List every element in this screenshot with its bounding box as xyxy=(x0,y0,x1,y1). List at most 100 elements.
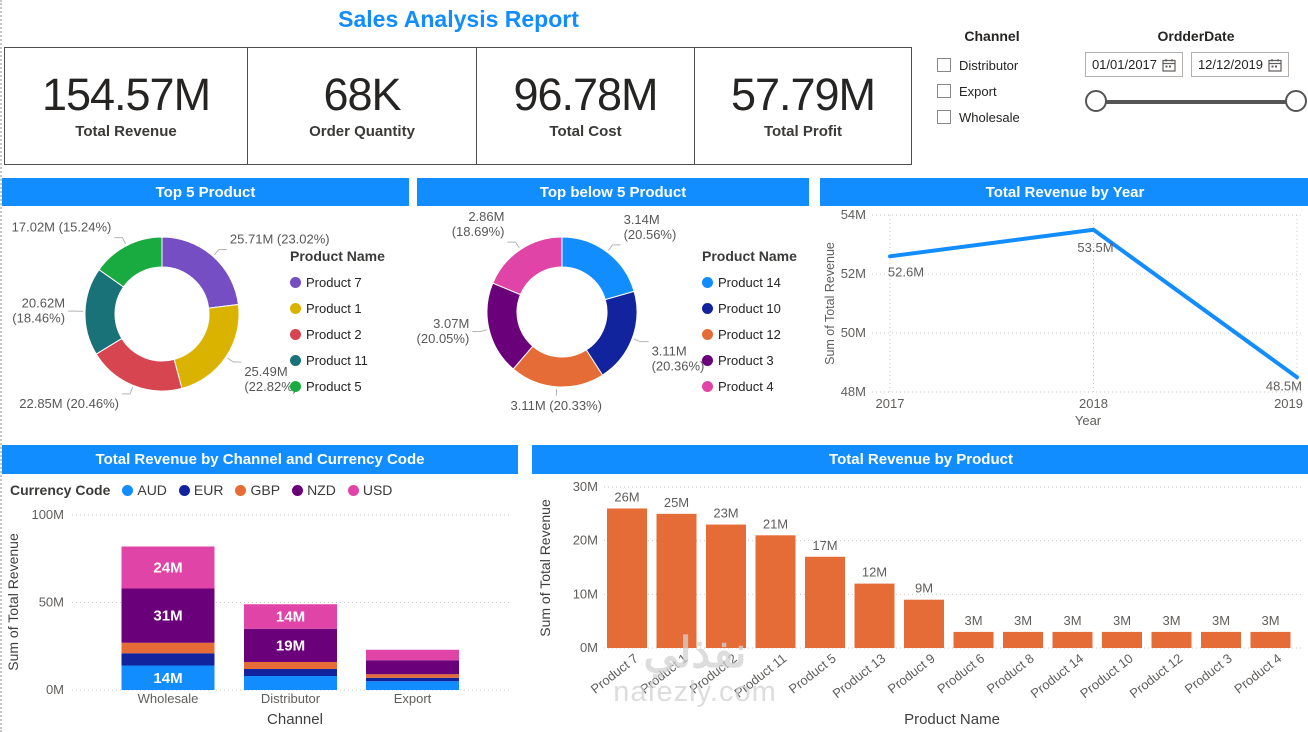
kpi-label: Total Profit xyxy=(763,123,843,140)
kpi-total-revenue[interactable]: 154.57M Total Revenue xyxy=(4,47,248,165)
legend-item-product-14[interactable]: Product 14 xyxy=(702,275,797,290)
legend-item-product-3[interactable]: Product 3 xyxy=(702,353,797,368)
stacked-segment-nzd-wholesale[interactable] xyxy=(121,588,215,643)
bar-product-9[interactable] xyxy=(904,599,944,648)
bar-data-label: 25M xyxy=(664,495,689,510)
date-range-slider[interactable] xyxy=(1085,89,1307,115)
legend-item-product-5[interactable]: Product 5 xyxy=(290,379,385,394)
bar-product-13[interactable] xyxy=(854,583,895,648)
legend-item-nzd[interactable]: NZD xyxy=(292,482,336,498)
segment-data-label: 24M xyxy=(153,560,182,577)
end-date-value: 12/12/2019 xyxy=(1197,57,1264,72)
bar-data-label: 9M xyxy=(915,581,933,596)
donut-slice-product-1[interactable] xyxy=(173,303,240,389)
y-axis-title: Sum of Total Revenue xyxy=(5,533,21,671)
legend-item-product-10[interactable]: Product 10 xyxy=(702,301,797,316)
y-tick-label: 20M xyxy=(573,533,598,548)
bar-data-label: 23M xyxy=(713,506,738,521)
legend-color-dot xyxy=(702,277,713,288)
bar-product-5[interactable] xyxy=(805,556,845,648)
checkbox-export[interactable] xyxy=(937,84,951,98)
stacked-segment-usd-distributor[interactable] xyxy=(244,604,337,629)
stacked-segment-gbp-distributor[interactable] xyxy=(244,662,337,669)
bar-product-6[interactable] xyxy=(953,631,994,648)
stacked-segment-aud-wholesale[interactable] xyxy=(121,665,215,691)
legend-item-product-2[interactable]: Product 2 xyxy=(290,327,385,342)
stacked-segment-eur-distributor[interactable] xyxy=(244,669,337,676)
stacked-segment-eur-export[interactable] xyxy=(366,677,459,682)
panel-title: Top below 5 Product xyxy=(417,178,809,206)
legend-title: Currency Code xyxy=(10,482,111,498)
kpi-total-profit[interactable]: 57.79M Total Profit xyxy=(694,47,912,165)
channel-slicer: Channel Distributor Export Wholesale xyxy=(917,28,1067,130)
stacked-segment-nzd-export[interactable] xyxy=(366,660,459,675)
channel-option-wholesale[interactable]: Wholesale xyxy=(917,104,1067,130)
calendar-icon xyxy=(1162,58,1176,72)
slider-handle-start[interactable] xyxy=(1085,90,1107,112)
legend-item-gbp[interactable]: GBP xyxy=(235,482,280,498)
slider-handle-end[interactable] xyxy=(1285,90,1307,112)
stacked-segment-gbp-export[interactable] xyxy=(366,674,459,678)
kpi-label: Total Revenue xyxy=(75,123,177,140)
x-axis-title: Channel xyxy=(267,711,323,728)
donut-slice-product-14[interactable] xyxy=(561,236,635,301)
bar-product-3[interactable] xyxy=(1201,631,1241,648)
calendar-icon xyxy=(1268,58,1282,72)
y-axis-title: Sum of Total Revenue xyxy=(537,499,553,637)
legend-item-label: Product 10 xyxy=(718,301,781,316)
bar-product-7[interactable] xyxy=(607,508,647,648)
checkbox-distributor[interactable] xyxy=(937,58,951,72)
legend-item-product-4[interactable]: Product 4 xyxy=(702,379,797,394)
bar-data-label: 26M xyxy=(614,489,639,504)
bar-product-1[interactable] xyxy=(656,513,697,648)
panel-below5-product: Top below 5 Product 3.14M (20.56%) 3.11M (2… xyxy=(417,178,809,430)
x-tick-label: Product 3 xyxy=(1182,651,1235,697)
legend-item-label: Product 2 xyxy=(306,327,362,342)
legend-color-dot xyxy=(290,329,301,340)
x-tick-label: Distributor xyxy=(261,691,321,706)
panel-title: Total Revenue by Product xyxy=(532,445,1308,474)
legend-item-product-7[interactable]: Product 7 xyxy=(290,275,385,290)
legend-item-eur[interactable]: EUR xyxy=(178,482,223,498)
x-tick-label: Product 9 xyxy=(885,651,938,697)
channel-option-distributor[interactable]: Distributor xyxy=(917,52,1067,78)
checkbox-wholesale[interactable] xyxy=(937,110,951,124)
stacked-segment-usd-export[interactable] xyxy=(366,649,459,661)
bar-product-12[interactable] xyxy=(1151,631,1192,648)
currency-legend: Currency Code AUD EUR GBP NZD USD xyxy=(10,482,392,498)
legend-color-dot xyxy=(290,381,301,392)
date-slicer: OrdderDate 01/01/2017 12/12/2019 xyxy=(1085,28,1307,115)
bar-product-2[interactable] xyxy=(706,524,746,648)
y-tick-label: 48M xyxy=(841,384,866,399)
donut-slice-product-7[interactable] xyxy=(161,236,239,309)
slider-track[interactable] xyxy=(1095,100,1297,104)
bar-product-10[interactable] xyxy=(1102,631,1142,648)
panel-title: Top 5 Product xyxy=(2,178,409,206)
stacked-segment-aud-distributor[interactable] xyxy=(244,676,337,690)
kpi-order-quantity[interactable]: 68K Order Quantity xyxy=(247,47,477,165)
legend-item-product-1[interactable]: Product 1 xyxy=(290,301,385,316)
bar-product-11[interactable] xyxy=(755,535,796,648)
bar-product-8[interactable] xyxy=(1003,631,1043,648)
stacked-segment-gbp-wholesale[interactable] xyxy=(121,642,215,654)
revenue-line[interactable] xyxy=(888,227,1299,380)
legend-item-product-11[interactable]: Product 11 xyxy=(290,353,385,368)
stacked-segment-usd-wholesale[interactable] xyxy=(121,546,215,589)
kpi-total-cost[interactable]: 96.78M Total Cost xyxy=(476,47,695,165)
stacked-segment-aud-export[interactable] xyxy=(366,681,459,690)
legend-item-label: Product 3 xyxy=(718,353,774,368)
end-date-input[interactable]: 12/12/2019 xyxy=(1191,52,1289,77)
donut-slice-product-4[interactable] xyxy=(492,236,563,296)
legend-item-usd[interactable]: USD xyxy=(347,482,392,498)
stacked-segment-eur-wholesale[interactable] xyxy=(121,653,215,666)
legend-item-aud[interactable]: AUD xyxy=(122,482,167,498)
start-date-input[interactable]: 01/01/2017 xyxy=(1085,52,1183,77)
bar-product-4[interactable] xyxy=(1250,631,1291,648)
legend-item-product-12[interactable]: Product 12 xyxy=(702,327,797,342)
bar-product-14[interactable] xyxy=(1052,631,1093,648)
kpi-value: 96.78M xyxy=(513,69,658,120)
stacked-segment-nzd-distributor[interactable] xyxy=(244,628,337,662)
panel-revenue-by-channel-currency: Total Revenue by Channel and Currency Co… xyxy=(2,445,518,732)
donut-slice-product-5[interactable] xyxy=(98,236,163,288)
channel-option-export[interactable]: Export xyxy=(917,78,1067,104)
